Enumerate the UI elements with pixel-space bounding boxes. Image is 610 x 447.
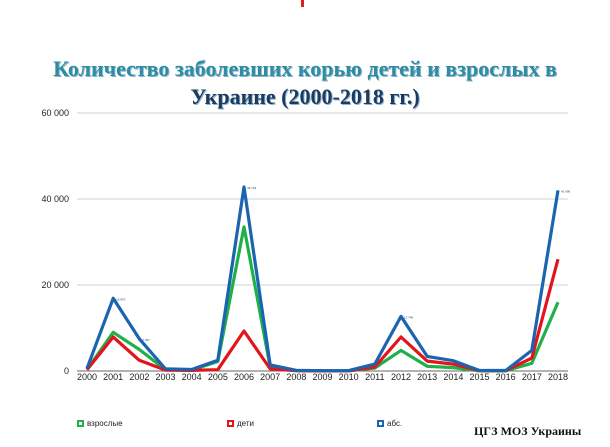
- x-tick-label: 2009: [312, 372, 332, 382]
- y-tick-label: 60 000: [41, 108, 69, 118]
- data-label: 41 990: [561, 189, 571, 193]
- data-label: 42 724: [247, 186, 257, 190]
- top-red-mark: [301, 0, 304, 7]
- x-tick-label: 2016: [496, 372, 516, 382]
- y-tick-label: 40 000: [41, 194, 69, 204]
- x-tick-label: 2002: [129, 372, 149, 382]
- data-label: 12 746: [404, 315, 414, 319]
- x-tick-label: 2018: [548, 372, 568, 382]
- chart-title: Количество заболевших корью детей и взро…: [0, 55, 610, 111]
- data-label: 16 870: [116, 297, 126, 301]
- source-label: ЦГЗ МОЗ Украины: [474, 424, 582, 438]
- x-tick-label: 2007: [260, 372, 280, 382]
- x-tick-label: 2015: [469, 372, 489, 382]
- x-tick-label: 2014: [443, 372, 463, 382]
- x-tick-label: 2013: [417, 372, 437, 382]
- series-line-1: [85, 258, 560, 373]
- x-tick-label: 2005: [208, 372, 228, 382]
- data-label: 7 467: [142, 338, 150, 342]
- x-tick-label: 2001: [103, 372, 123, 382]
- series-line-2: [85, 185, 560, 373]
- x-tick-label: 2000: [77, 372, 97, 382]
- x-tick-label: 2004: [182, 372, 202, 382]
- x-tick-label: 2017: [522, 372, 542, 382]
- y-tick-label: 0: [64, 366, 69, 376]
- x-tick-label: 2003: [155, 372, 175, 382]
- x-tick-label: 2006: [234, 372, 254, 382]
- x-tick-label: 2010: [339, 372, 359, 382]
- y-tick-label: 20 000: [41, 280, 69, 290]
- series-line-0: [85, 225, 560, 373]
- chart-title-line-2: Украине (2000-2018 гг.): [190, 84, 420, 109]
- x-tick-label: 2011: [365, 372, 384, 382]
- chart-title-line-1: Количество заболевших корью детей и взро…: [53, 56, 557, 81]
- x-tick-label: 2008: [286, 372, 306, 382]
- x-tick-label: 2012: [391, 372, 411, 382]
